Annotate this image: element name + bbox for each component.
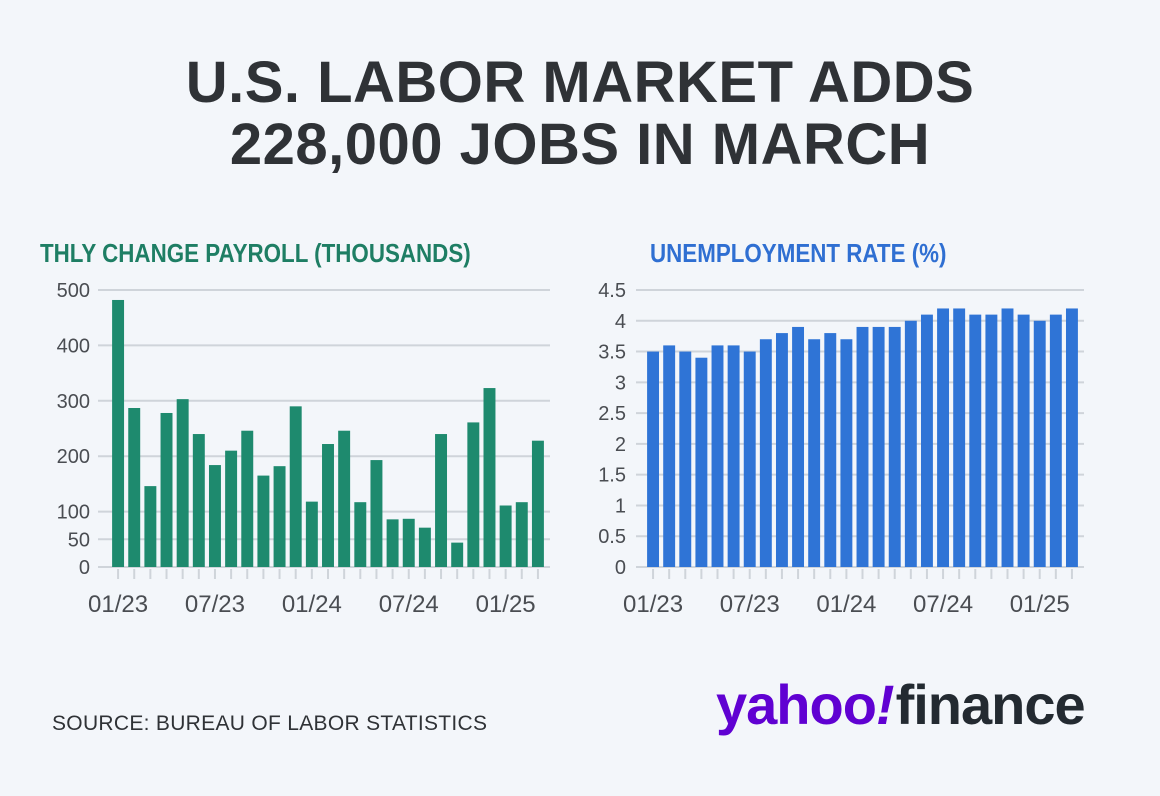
unemployment-bar: [679, 351, 692, 567]
payroll-bar: [435, 434, 448, 567]
payroll-bar: [418, 527, 431, 567]
payroll-y-tick-label: 50: [68, 529, 90, 551]
unemployment-bar: [920, 314, 933, 567]
payroll-y-tick-label: 100: [57, 502, 90, 524]
payroll-chart-title: THLY CHANGE PAYROLL (THOUSANDS): [40, 238, 471, 268]
payroll-bar: [338, 430, 351, 567]
payroll-x-tick-label: 01/24: [282, 591, 342, 618]
unemployment-chart: 0 0.5 1 1.5 2 2.5 3 3.5 4 4.5 01/23 07/23 01/24 07/24…: [598, 280, 1084, 618]
unemployment-bar: [1033, 320, 1046, 567]
unemployment-bar: [824, 333, 837, 567]
unemployment-x-tick-label: 07/24: [913, 591, 973, 618]
payroll-bar: [241, 430, 254, 567]
unemployment-x-tick-label: 01/23: [623, 591, 683, 618]
unemployment-y-tick-label: 0: [615, 557, 626, 579]
payroll-bar: [208, 465, 221, 567]
payroll-bar: [370, 460, 383, 567]
payroll-bar: [499, 505, 512, 567]
unemployment-y-tick-label: 4: [615, 311, 626, 333]
payroll-x-tick-label: 01/23: [88, 591, 148, 618]
payroll-bar: [402, 518, 415, 567]
payroll-bar: [192, 434, 205, 567]
unemployment-bar: [759, 339, 772, 567]
unemployment-bar: [695, 357, 708, 567]
unemployment-y-tick-label: 4.5: [598, 280, 626, 302]
unemployment-x-tick-label: 01/25: [1010, 591, 1070, 618]
unemployment-bar: [904, 320, 917, 567]
unemployment-bar: [727, 345, 740, 567]
payroll-bar: [160, 412, 173, 567]
unemployment-bar: [1049, 314, 1062, 567]
unemployment-bar: [856, 326, 869, 567]
headline-line-2: 228,000 JOBS IN MARCH: [229, 112, 931, 177]
payroll-bar: [467, 422, 480, 567]
source-note: SOURCE: BUREAU OF LABOR STATISTICS: [52, 712, 488, 735]
unemployment-bar: [953, 308, 966, 567]
unemployment-x-tick-label: 01/24: [816, 591, 876, 618]
unemployment-bar: [808, 339, 821, 567]
unemployment-y-tick-label: 3.5: [598, 342, 626, 364]
payroll-bar: [289, 406, 302, 567]
unemployment-bar: [1001, 308, 1014, 567]
payroll-bar: [273, 466, 286, 567]
unemployment-bar: [888, 326, 901, 567]
payroll-bar: [531, 440, 544, 567]
payroll-x-tick-label: 07/24: [379, 591, 439, 618]
unemployment-y-tick-label: 2: [615, 434, 626, 456]
unemployment-bar: [743, 351, 756, 567]
payroll-x-tick-label: 07/23: [185, 591, 245, 618]
unemployment-y-tick-label: 2.5: [598, 403, 626, 425]
headline-line-1: U.S. LABOR MARKET ADDS: [185, 50, 975, 115]
unemployment-bar: [711, 345, 724, 567]
payroll-bar: [225, 450, 238, 567]
unemployment-y-tick-label: 1.5: [598, 465, 626, 487]
payroll-bar: [451, 542, 464, 567]
headline: U.S. LABOR MARKET ADDS 228,000 JOBS IN M…: [0, 52, 1160, 176]
unemployment-bar: [969, 314, 982, 567]
unemployment-bar: [1017, 314, 1030, 567]
unemployment-bar: [775, 333, 788, 567]
payroll-bar: [354, 502, 367, 567]
unemployment-bar: [937, 308, 950, 567]
payroll-bar: [305, 501, 318, 567]
unemployment-chart-title: UNEMPLOYMENT RATE (%): [650, 238, 947, 268]
unemployment-bar: [792, 326, 805, 567]
payroll-y-tick-label: 200: [57, 446, 90, 468]
payroll-x-tick-label: 01/25: [476, 591, 536, 618]
unemployment-y-tick-label: 3: [615, 372, 626, 394]
payroll-chart: 0 50 100 200 300 400 500 01/23 07/23 01/24 07/24 01…: [57, 280, 550, 618]
payroll-y-tick-label: 300: [57, 391, 90, 413]
payroll-y-tick-label: 0: [79, 557, 90, 579]
payroll-y-tick-label: 400: [57, 335, 90, 357]
payroll-bar: [112, 299, 125, 567]
yahoo-finance-logo: yahoo!finance: [716, 673, 1086, 736]
payroll-bar: [257, 475, 270, 567]
payroll-bar: [176, 399, 189, 567]
payroll-bar: [322, 444, 334, 567]
unemployment-y-tick-label: 0.5: [598, 526, 626, 548]
unemployment-bar: [647, 351, 660, 567]
unemployment-bar: [985, 314, 998, 567]
unemployment-bar: [663, 345, 676, 567]
payroll-y-tick-label: 500: [57, 280, 90, 302]
payroll-bar: [483, 388, 496, 567]
payroll-bar: [144, 486, 157, 567]
payroll-bar: [386, 519, 399, 567]
unemployment-x-tick-label: 07/23: [720, 591, 780, 618]
unemployment-bar: [1065, 308, 1078, 567]
unemployment-bar: [840, 339, 853, 567]
payroll-bar: [128, 408, 141, 567]
unemployment-y-tick-label: 1: [615, 495, 626, 517]
payroll-bar: [515, 502, 528, 567]
unemployment-bar: [872, 326, 885, 567]
